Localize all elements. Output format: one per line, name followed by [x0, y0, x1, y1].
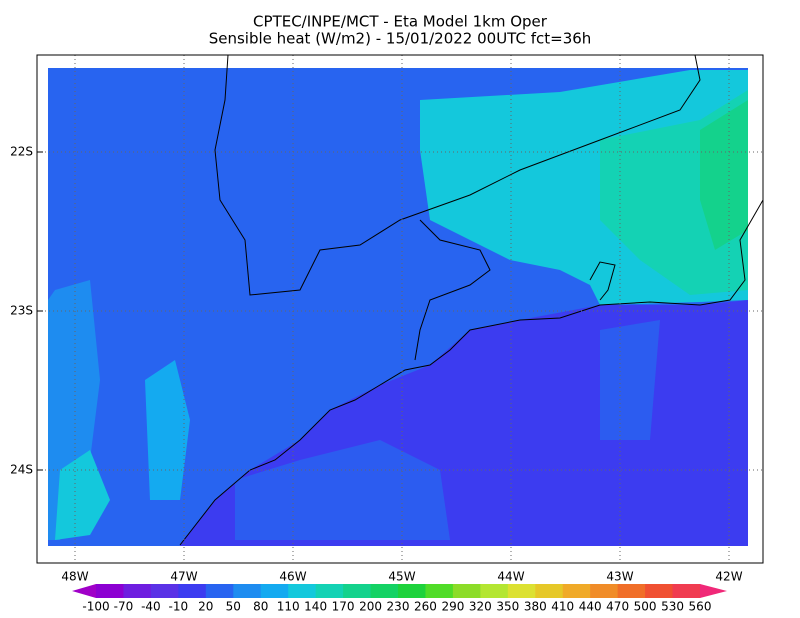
colorbar-label: 230: [387, 600, 410, 614]
subtitle: Sensible heat (W/m2) - 15/01/2022 00UTC …: [209, 30, 592, 48]
lagoon: [589, 261, 616, 301]
colorbar-label: 200: [359, 600, 382, 614]
colorbar-label: 320: [469, 600, 492, 614]
colorbar-segment: [233, 584, 262, 598]
lon-label: 42W: [715, 570, 742, 584]
colorbar-segment: [150, 584, 179, 598]
colorbar-label: 380: [524, 600, 547, 614]
field-patch: [700, 100, 748, 250]
colorbar-label: 470: [606, 600, 629, 614]
lon-label: 46W: [279, 570, 306, 584]
colorbar-arrow: [700, 584, 727, 598]
colorbar-label: 500: [634, 600, 657, 614]
colorbar-label: 410: [551, 600, 574, 614]
colorbar-segment: [398, 584, 426, 598]
colorbar: -100 -70 -40 -10 20 50 80 110 140 170 200 230 260 290…: [72, 584, 727, 614]
colorbar-segment: [452, 584, 481, 598]
axis-labels: 22S 23S 24S 48W 47W 46W 45W 44W 43W 42W: [10, 145, 743, 584]
lon-label: 43W: [606, 570, 633, 584]
colorbar-segment: [590, 584, 619, 598]
field-patch: [600, 320, 660, 440]
lat-label: 22S: [10, 145, 33, 159]
colorbar-segment: [178, 584, 207, 598]
graticule: [37, 55, 763, 563]
state-border: [414, 219, 491, 361]
colorbar-segment: [672, 584, 701, 598]
lat-label: 24S: [10, 463, 33, 477]
colorbar-label: 170: [332, 600, 355, 614]
colorbar-segment: [562, 584, 591, 598]
boundaries: [179, 54, 764, 546]
colorbar-segment: [535, 584, 564, 598]
colorbar-label: 530: [661, 600, 684, 614]
field-patch: [55, 450, 110, 540]
field-patch: [145, 360, 190, 500]
colorbar-label: 50: [226, 600, 241, 614]
colorbar-label: 560: [689, 600, 712, 614]
lat-label: 23S: [10, 304, 33, 318]
colorbar-segment: [343, 584, 372, 598]
title: CPTEC/INPE/MCT - Eta Model 1km Oper: [253, 13, 548, 31]
colorbar-segment: [288, 584, 317, 598]
colorbar-segment: [480, 584, 509, 598]
colorbar-label: 350: [496, 600, 519, 614]
colorbar-label: -100: [82, 600, 109, 614]
colorbar-segment: [617, 584, 646, 598]
state-border: [214, 54, 701, 296]
field-patch: [235, 440, 450, 540]
colorbar-segment: [645, 584, 674, 598]
colorbar-label: 140: [304, 600, 327, 614]
lon-label: 44W: [497, 570, 524, 584]
coastline: [179, 199, 764, 546]
colorbar-label: 110: [277, 600, 300, 614]
colorbar-label: -10: [169, 600, 189, 614]
colorbar-segment: [315, 584, 344, 598]
colorbar-label: 440: [579, 600, 602, 614]
colorbar-label: 20: [198, 600, 213, 614]
colorbar-segment: [507, 584, 536, 598]
colorbar-segment: [205, 584, 234, 598]
colorbar-label: 290: [441, 600, 464, 614]
colorbar-label: 260: [414, 600, 437, 614]
colorbar-segment: [260, 584, 289, 598]
colorbar-segment: [425, 584, 454, 598]
lon-label: 47W: [170, 570, 197, 584]
colorbar-segment: [96, 584, 124, 598]
colorbar-segment: [123, 584, 152, 598]
map-field: [48, 68, 748, 546]
lon-label: 45W: [388, 570, 415, 584]
colorbar-label: -40: [141, 600, 161, 614]
colorbar-arrow: [72, 584, 96, 598]
map-frame: [36, 54, 764, 564]
colorbar-label: -70: [114, 600, 134, 614]
colorbar-segment: [370, 584, 399, 598]
lon-label: 48W: [61, 570, 88, 584]
colorbar-label: 80: [253, 600, 268, 614]
